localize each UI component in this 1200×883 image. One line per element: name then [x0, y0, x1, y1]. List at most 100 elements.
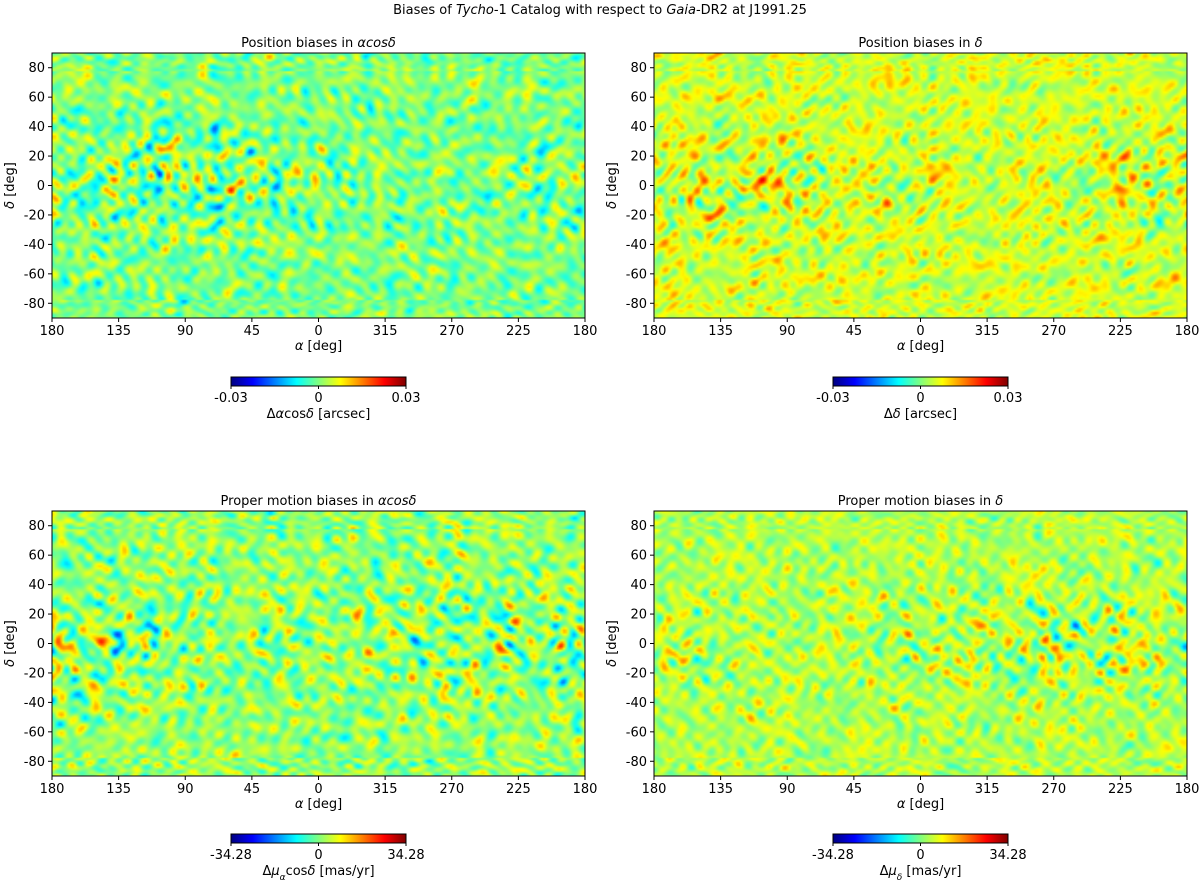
x-tick-label: 90	[177, 782, 194, 797]
y-tick-label: 60	[28, 549, 45, 564]
y-tick-label: 0	[37, 179, 45, 194]
heatmap-image-3	[52, 511, 585, 776]
x-tick-label: 45	[244, 324, 261, 339]
colorbar-tick-label: -34.28	[210, 848, 252, 863]
x-tick-label: 0	[916, 782, 924, 797]
y-axis-label: δ [deg]	[605, 620, 620, 667]
x-tick-label: 45	[244, 782, 261, 797]
x-axis-label: α [deg]	[897, 797, 944, 812]
x-tick-label: 90	[779, 324, 796, 339]
x-tick-label: 180	[40, 782, 65, 797]
x-tick-label: 180	[1175, 324, 1200, 339]
colorbar-label: Δμδ [mas/yr]	[880, 864, 962, 883]
colorbar-tick-label: -0.03	[816, 391, 850, 406]
colorbar-tick-label: -34.28	[812, 848, 854, 863]
colorbar	[230, 833, 407, 844]
panel-title: Position biases in δ	[858, 36, 982, 51]
colorbar-tick-label: 0	[916, 848, 924, 863]
colorbar-tick-label: 34.28	[989, 848, 1026, 863]
y-tick-label: 80	[28, 61, 45, 76]
x-tick-label: 45	[846, 782, 863, 797]
x-tick-label: 180	[573, 782, 598, 797]
x-tick-label: 135	[708, 324, 733, 339]
y-tick-label: -60	[626, 725, 647, 740]
y-tick-label: 40	[630, 120, 647, 135]
y-tick-label: 20	[630, 150, 647, 165]
y-tick-label: 20	[28, 608, 45, 623]
y-tick-label: 60	[630, 91, 647, 106]
y-tick-label: -40	[24, 696, 45, 711]
colorbar-tick-label: 0.03	[392, 391, 421, 406]
panel-title: Proper motion biases in δ	[838, 494, 1004, 509]
y-tick-label: -20	[24, 666, 45, 681]
y-tick-label: 0	[37, 637, 45, 652]
y-tick-label: -80	[24, 297, 45, 312]
panel-title: Proper motion biases in αcosδ	[221, 494, 417, 509]
y-tick-label: -40	[626, 238, 647, 253]
x-tick-label: 225	[1108, 324, 1133, 339]
heatmap-image-1	[52, 53, 585, 318]
y-axis-label: δ [deg]	[605, 162, 620, 209]
colorbar-tick-label: 0.03	[994, 391, 1023, 406]
y-tick-label: 60	[630, 549, 647, 564]
y-tick-label: -40	[626, 696, 647, 711]
colorbar-tick-label: 0	[314, 391, 322, 406]
x-tick-label: 135	[106, 324, 131, 339]
heatmap-image-4	[654, 511, 1187, 776]
y-tick-label: -80	[24, 755, 45, 770]
x-tick-label: 270	[1041, 324, 1066, 339]
x-tick-label: 270	[439, 324, 464, 339]
colorbar-tick-label: 0	[314, 848, 322, 863]
y-tick-label: 40	[28, 578, 45, 593]
x-tick-label: 180	[642, 324, 667, 339]
x-tick-label: 225	[506, 782, 531, 797]
colorbar-label: Δμαcosδ [mas/yr]	[262, 864, 374, 883]
colorbar	[832, 833, 1009, 844]
x-tick-label: 225	[1108, 782, 1133, 797]
y-tick-label: 0	[639, 179, 647, 194]
x-tick-label: 180	[1175, 782, 1200, 797]
panel-4: Proper motion biases in δ 180 135 90 45 0 315 2…	[605, 494, 1199, 883]
y-tick-label: 80	[28, 519, 45, 534]
y-tick-label: 20	[630, 608, 647, 623]
x-tick-label: 315	[975, 324, 1000, 339]
x-tick-label: 90	[779, 782, 796, 797]
figure-title: Biases of Tycho-1 Catalog with respect t…	[393, 3, 807, 18]
y-tick-label: -80	[626, 297, 647, 312]
y-tick-label: -60	[24, 267, 45, 282]
x-tick-label: 0	[314, 782, 322, 797]
x-tick-label: 270	[1041, 782, 1066, 797]
x-axis-label: α [deg]	[897, 339, 944, 354]
colorbar-tick-label: 0	[916, 391, 924, 406]
y-tick-label: -60	[24, 725, 45, 740]
heatmap-image-2	[654, 53, 1187, 318]
panel-title: Position biases in αcosδ	[241, 36, 396, 51]
y-tick-label: 80	[630, 61, 647, 76]
x-tick-label: 180	[40, 324, 65, 339]
y-tick-label: 80	[630, 519, 647, 534]
x-tick-label: 180	[573, 324, 598, 339]
x-tick-label: 135	[708, 782, 733, 797]
x-tick-label: 135	[106, 782, 131, 797]
colorbar-label: Δαcosδ [arcsec]	[267, 407, 371, 422]
x-tick-label: 0	[314, 324, 322, 339]
y-tick-label: -20	[626, 666, 647, 681]
x-tick-label: 90	[177, 324, 194, 339]
colorbar-tick-label: 34.28	[387, 848, 424, 863]
panel-3: Proper motion biases in αcosδ 180 135 90 45 0…	[3, 494, 597, 883]
y-tick-label: 40	[630, 578, 647, 593]
x-tick-label: 315	[975, 782, 1000, 797]
x-tick-label: 225	[506, 324, 531, 339]
y-axis-label: δ [deg]	[3, 162, 18, 209]
x-tick-label: 0	[916, 324, 924, 339]
y-tick-label: -20	[626, 208, 647, 223]
y-tick-label: -60	[626, 267, 647, 282]
y-tick-label: -20	[24, 208, 45, 223]
colorbar-label: Δδ [arcsec]	[884, 407, 957, 422]
panel-2: Position biases in δ 180 135 90 45 0 315 270 225…	[605, 36, 1199, 422]
y-tick-label: 40	[28, 120, 45, 135]
x-tick-label: 180	[642, 782, 667, 797]
x-tick-label: 315	[373, 782, 398, 797]
colorbar-tick-label: -0.03	[214, 391, 248, 406]
